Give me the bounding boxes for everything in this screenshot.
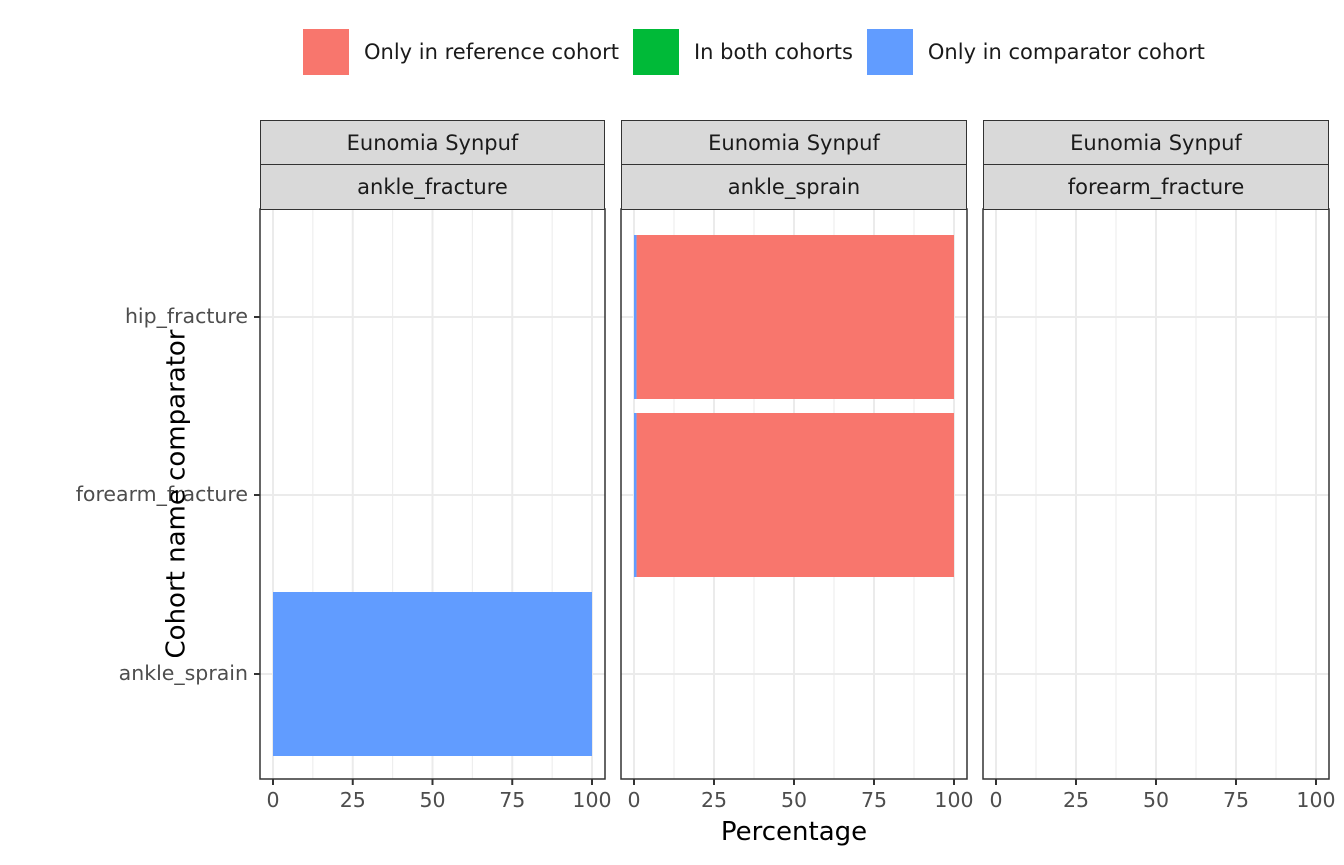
x-tick-label: 50 (1142, 788, 1170, 812)
panel-strip-top: Eunomia Synpuf (621, 120, 967, 165)
x-tick-label: 0 (627, 788, 641, 812)
legend-label-comparator: Only in comparator cohort (927, 40, 1205, 64)
bar-only-comparator (634, 235, 637, 399)
legend-item-comparator: Only in comparator cohort (866, 29, 1205, 75)
panel-strip-bottom: forearm_fracture (983, 164, 1329, 210)
x-tick-label: 50 (419, 788, 446, 812)
bar-only-reference (636, 413, 954, 577)
bar-only-reference (636, 235, 954, 399)
x-tick-label: 100 (934, 788, 974, 812)
y-tick-label: forearm_fracture (75, 482, 248, 506)
bar-only-comparator (634, 413, 637, 577)
panel-strip-top: Eunomia Synpuf (260, 120, 605, 165)
legend-label-reference: Only in reference cohort (364, 40, 619, 64)
panel-strip-bottom: ankle_sprain (621, 164, 967, 210)
x-tick-label: 25 (700, 788, 728, 812)
bar-only-comparator (273, 592, 592, 756)
x-tick-label: 0 (266, 788, 280, 812)
legend-swatch-both (632, 29, 679, 75)
x-tick-label: 100 (572, 788, 612, 812)
x-tick-label: 0 (989, 788, 1003, 812)
x-tick-label: 75 (1222, 788, 1250, 812)
y-tick-label: ankle_sprain (118, 661, 248, 685)
y-tick-label: hip_fracture (124, 304, 248, 328)
x-tick-label: 50 (780, 788, 808, 812)
legend-item-reference: Only in reference cohort (303, 29, 619, 75)
x-tick-label: 25 (1062, 788, 1090, 812)
x-tick-label: 75 (860, 788, 888, 812)
legend-swatch-comparator (866, 29, 913, 75)
legend-item-both: In both cohorts (632, 29, 853, 75)
x-axis-title: Percentage (720, 817, 868, 847)
x-tick-label: 100 (1296, 788, 1336, 812)
panel-strip-bottom: ankle_fracture (260, 164, 605, 210)
x-tick-label: 75 (499, 788, 526, 812)
y-axis-title: Cohort name comparator (161, 329, 192, 659)
panel-strip-top: Eunomia Synpuf (983, 120, 1329, 165)
legend-swatch-reference (303, 29, 349, 75)
x-tick-label: 25 (339, 788, 366, 812)
legend: Only in reference cohort In both cohorts… (303, 29, 1219, 75)
legend-label-both: In both cohorts (693, 40, 853, 64)
